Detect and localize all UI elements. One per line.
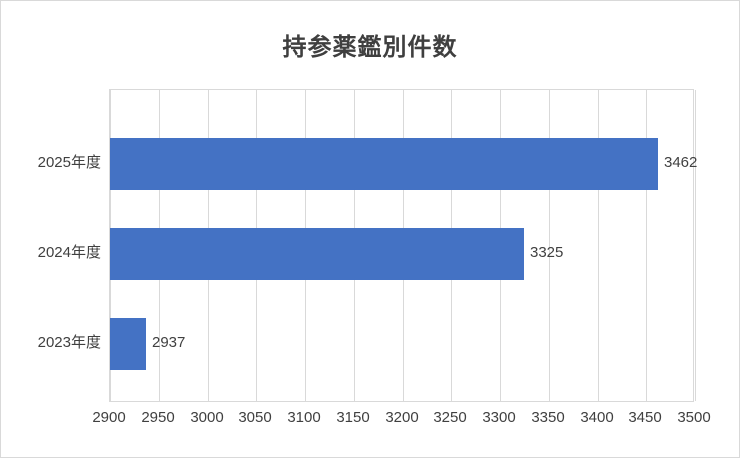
- category-label: 2023年度: [37, 334, 101, 351]
- x-tick-label: 3300: [482, 409, 516, 426]
- gridline: [598, 90, 599, 401]
- x-tick-label: 2900: [92, 409, 126, 426]
- x-tick-label: 3500: [677, 409, 711, 426]
- category-label: 2025年度: [37, 154, 101, 171]
- x-tick-label: 3400: [580, 409, 614, 426]
- plot-area: [109, 89, 696, 402]
- data-label: 3325: [530, 244, 564, 261]
- category-label: 2024年度: [37, 244, 101, 261]
- data-label: 3462: [664, 154, 698, 171]
- gridline: [695, 90, 696, 401]
- bar-2024年度: [110, 228, 524, 280]
- x-tick-label: 3200: [385, 409, 419, 426]
- x-tick-label: 3350: [531, 409, 565, 426]
- x-tick-label: 3100: [287, 409, 321, 426]
- bar-2025年度: [110, 138, 658, 190]
- chart-title: 持参薬鑑別件数: [282, 34, 458, 61]
- x-tick-label: 3250: [433, 409, 467, 426]
- gridline: [646, 90, 647, 401]
- x-tick-label: 3000: [190, 409, 224, 426]
- x-tick-label: 3050: [238, 409, 272, 426]
- x-tick-label: 3150: [336, 409, 370, 426]
- x-tick-label: 3450: [628, 409, 662, 426]
- data-label: 2937: [152, 334, 186, 351]
- gridline: [549, 90, 550, 401]
- bar-2023年度: [110, 318, 146, 370]
- x-tick-label: 2950: [141, 409, 175, 426]
